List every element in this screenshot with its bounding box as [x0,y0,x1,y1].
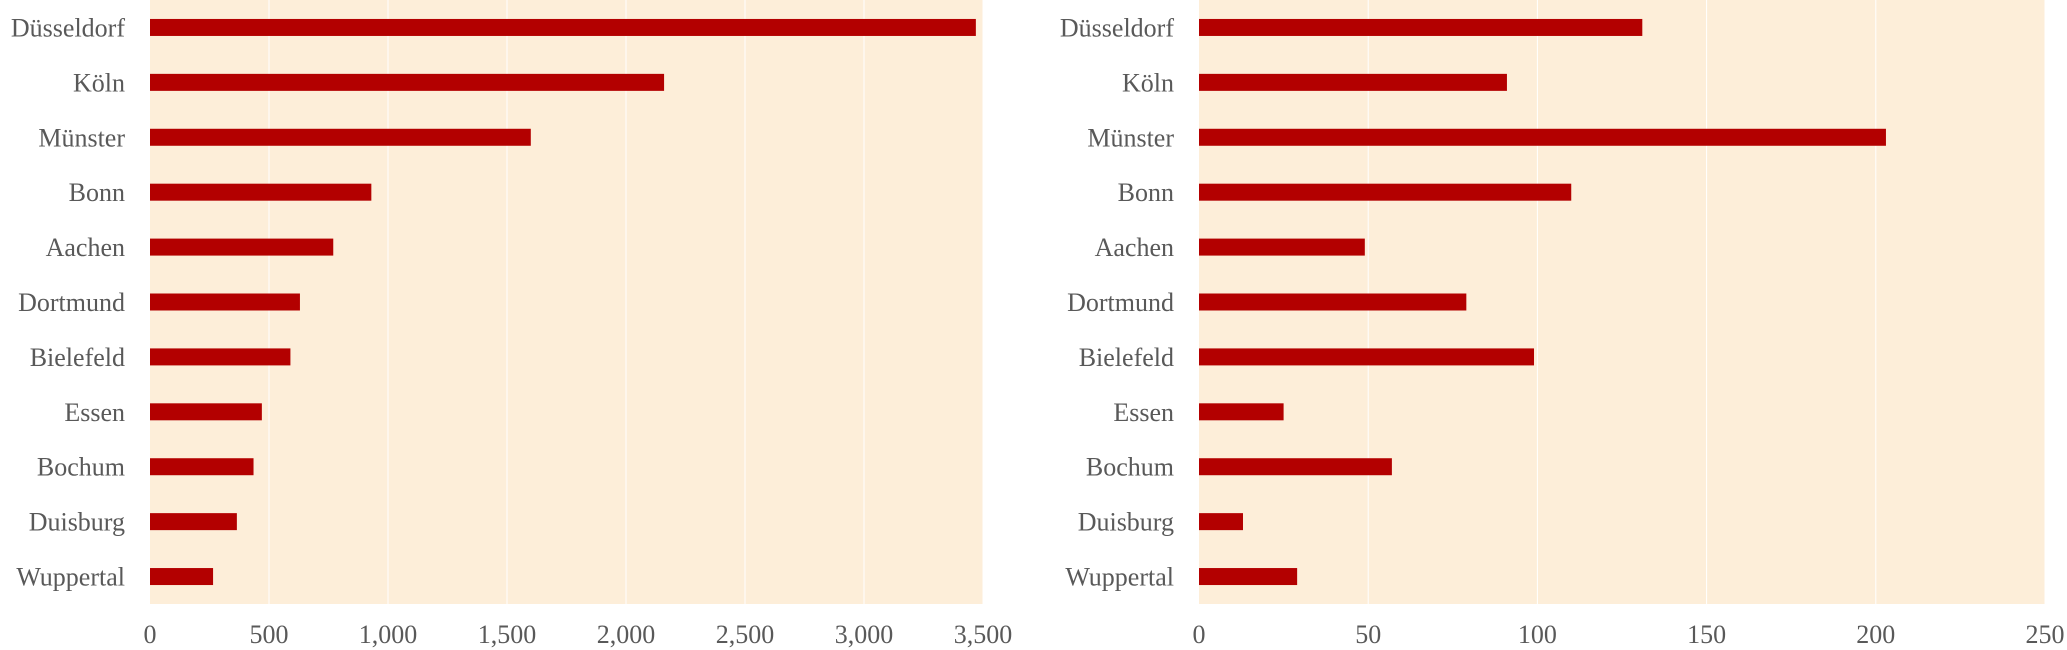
category-label: Essen [64,398,125,427]
x-tick-label: 3,500 [954,620,1013,649]
left-chart-panel: Düsseldorf Köln Münster Bonn Aachen Dortmund B… [11,0,1012,649]
bar-köln [150,73,665,91]
bar-duisburg [1199,513,1243,531]
category-label: Duisburg [29,508,125,537]
category-label: Wuppertal [16,563,125,592]
x-tick-label: 1,000 [359,620,418,649]
bar-wuppertal [150,568,214,586]
category-label: Bonn [69,178,125,207]
x-tick-label: 150 [1687,620,1726,649]
category-label: Bielefeld [30,343,125,372]
bar-duisburg [150,513,237,531]
x-tick-label: 3,000 [835,620,894,649]
category-label: Aachen [1095,233,1174,262]
category-label: Aachen [46,233,125,262]
bar-dortmund [150,293,300,311]
category-label: Köln [1122,68,1174,97]
category-label: Duisburg [1078,508,1174,537]
category-label: Düsseldorf [11,13,125,42]
category-label: Bonn [1118,178,1174,207]
bar-dortmund [1199,293,1467,311]
bar-münster [1199,128,1886,146]
right-chart-panel: Düsseldorf Köln Münster Bonn Aachen Dortmund B… [1060,0,2065,649]
bar-wuppertal [1199,568,1298,586]
bar-bochum [150,458,254,476]
x-tick-label: 50 [1355,620,1381,649]
bar-bielefeld [150,348,291,366]
bar-bochum [1199,458,1392,476]
x-tick-label: 1,500 [478,620,537,649]
bar-essen [1199,403,1284,421]
category-label: Bochum [37,453,125,482]
bar-bielefeld [1199,348,1535,366]
category-label: Wuppertal [1065,563,1174,592]
bar-köln [1199,73,1507,91]
x-tick-label: 2,500 [716,620,775,649]
category-label: Köln [73,68,125,97]
bar-münster [150,128,531,146]
x-tick-label: 250 [2026,620,2065,649]
category-label: Münster [1087,123,1174,152]
bar-aachen [150,238,334,256]
category-label: Essen [1113,398,1174,427]
category-label: Bielefeld [1079,343,1174,372]
x-tick-label: 2,000 [597,620,656,649]
category-label: Dortmund [18,288,125,317]
bar-düsseldorf [150,18,976,36]
bar-bonn [150,183,372,201]
bar-aachen [1199,238,1365,256]
category-label: Düsseldorf [1060,13,1174,42]
category-label: Dortmund [1067,288,1174,317]
bar-essen [150,403,262,421]
bar-düsseldorf [1199,18,1643,36]
x-tick-label: 0 [1193,620,1206,649]
x-tick-label: 100 [1518,620,1557,649]
bar-bonn [1199,183,1572,201]
x-tick-label: 500 [250,620,289,649]
category-label: Bochum [1086,453,1174,482]
category-label: Münster [38,123,125,152]
x-tick-label: 200 [1856,620,1895,649]
x-tick-label: 0 [144,620,157,649]
